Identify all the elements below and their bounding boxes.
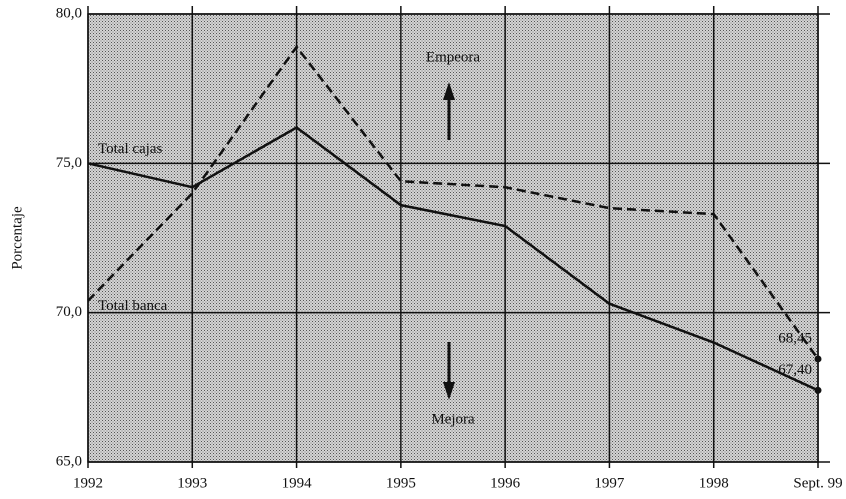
point-marker <box>814 386 822 394</box>
y-tick-label: 80,0 <box>56 5 82 21</box>
annotation: Mejora <box>431 411 475 427</box>
y-tick-label: 70,0 <box>56 304 82 320</box>
arrow-up <box>443 82 455 140</box>
y-tick-label: 75,0 <box>56 155 82 171</box>
y-tick-label: 65,0 <box>56 453 82 469</box>
x-tick-label: 1998 <box>699 475 729 491</box>
plot-area <box>87 13 819 463</box>
annotation: Empeora <box>426 49 480 65</box>
x-tick-label: 1995 <box>386 475 416 491</box>
x-tick-label: 1993 <box>177 475 207 491</box>
x-tick-label: 1996 <box>490 475 521 491</box>
y-axis-label: Porcentaje <box>9 206 25 270</box>
series-line <box>87 44 820 360</box>
x-tick-label: 1997 <box>594 475 625 491</box>
series-line <box>87 126 819 392</box>
x-tick-label: Sept. 99 <box>793 475 842 491</box>
x-tick-label: 1994 <box>282 475 313 491</box>
series-label: Total cajas <box>98 141 162 157</box>
x-tick-label: 1992 <box>73 475 103 491</box>
arrow-down <box>443 342 455 400</box>
data-label: 68,45 <box>778 330 812 346</box>
data-label: 67,40 <box>778 362 812 378</box>
point-marker <box>814 355 822 363</box>
series-label: Total banca <box>98 298 168 314</box>
